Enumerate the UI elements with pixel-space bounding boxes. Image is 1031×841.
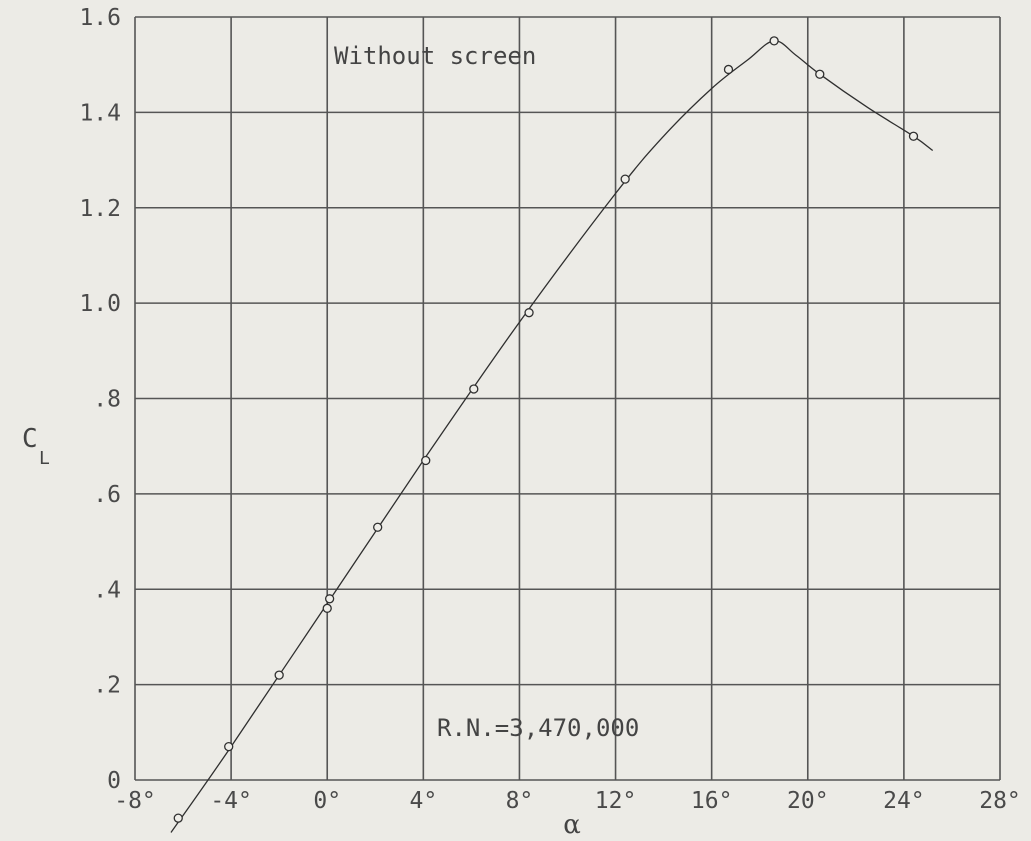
y-axis-label-subscript: L xyxy=(39,448,50,469)
x-tick-label: 8° xyxy=(506,788,534,814)
y-tick-label: .6 xyxy=(93,482,121,508)
data-point xyxy=(324,594,335,604)
x-tick-label: 16° xyxy=(691,788,733,814)
y-tick-label: .2 xyxy=(93,673,121,699)
y-tick-label: 1.0 xyxy=(79,291,121,317)
x-tick-label: 20° xyxy=(787,788,829,814)
y-tick-label: .8 xyxy=(93,387,121,413)
x-tick-labels: -8° -4° 0° 4° 8° 12° 16° 20° 24° 28° xyxy=(114,788,1021,814)
data-point xyxy=(421,455,431,466)
data-point xyxy=(815,69,825,79)
data-point xyxy=(723,64,734,75)
data-point xyxy=(373,522,383,532)
data-point xyxy=(908,131,919,141)
x-tick-label: 28° xyxy=(979,788,1021,814)
data-point xyxy=(274,670,284,680)
annotation-reynolds-number: R.N.=3,470,000 xyxy=(437,714,639,742)
data-point xyxy=(769,36,779,46)
data-point xyxy=(469,384,479,394)
y-tick-label: 0 xyxy=(107,768,121,794)
data-point xyxy=(620,174,630,184)
y-tick-label: 1.6 xyxy=(79,5,121,31)
y-tick-label: 1.4 xyxy=(79,100,121,126)
y-tick-labels: 0 .2 .4 .6 .8 1.0 1.2 1.4 1.6 xyxy=(79,5,121,794)
x-axis-label: α xyxy=(563,810,581,840)
grid xyxy=(134,16,1001,781)
x-tick-label: -4° xyxy=(210,788,252,814)
y-tick-label: 1.2 xyxy=(79,196,121,222)
data-point xyxy=(322,603,332,613)
points-layer xyxy=(173,36,919,823)
data-point xyxy=(224,741,234,752)
x-tick-label: -8° xyxy=(114,788,156,814)
data-point xyxy=(524,308,534,318)
y-tick-label: .4 xyxy=(93,577,121,603)
data-point xyxy=(173,813,183,823)
x-tick-label: 24° xyxy=(883,788,925,814)
annotation-without-screen: Without screen xyxy=(334,42,536,70)
x-tick-label: 12° xyxy=(595,788,637,814)
y-axis-label: C xyxy=(22,424,38,454)
x-tick-label: 0° xyxy=(313,788,341,814)
x-tick-label: 4° xyxy=(409,788,437,814)
